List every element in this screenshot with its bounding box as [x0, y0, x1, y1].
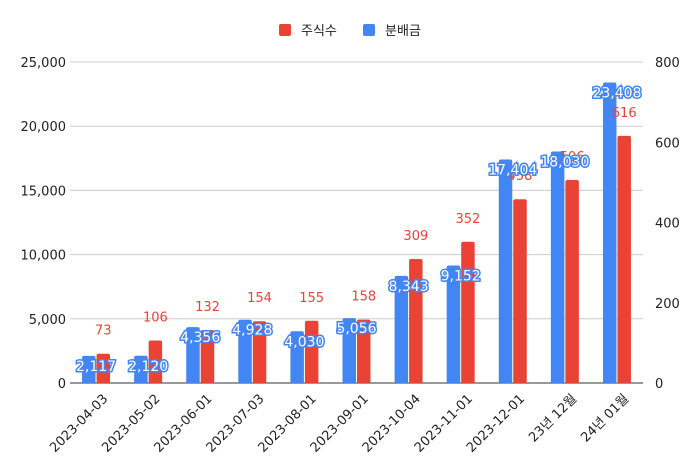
bar-red [513, 199, 527, 383]
data-label-blue: 5,056 [336, 321, 376, 337]
legend-swatch [363, 24, 375, 36]
x-tick-label: 23년 12월 [526, 392, 580, 446]
legend-label: 분배금 [385, 24, 421, 39]
data-label-red: 158 [351, 290, 376, 305]
left-tick-label: 25,000 [21, 56, 67, 71]
data-label-red: 155 [299, 291, 324, 306]
bar-red [148, 340, 163, 383]
bar-red [357, 319, 371, 383]
bar-red [252, 321, 267, 383]
bar-red [409, 259, 423, 383]
data-label-red: 616 [612, 106, 637, 121]
data-label-blue: 4,356 [180, 330, 220, 346]
gridlines [70, 61, 643, 384]
x-tick-label: 24년 01월 [578, 392, 632, 446]
data-label-red: 73 [95, 324, 112, 339]
bar-red [200, 330, 215, 383]
data-label-blue: 4,030 [284, 334, 324, 350]
red-data-labels: 73 106 132 154 155 158 309 352 458 506 616 [95, 106, 637, 339]
data-label-red: 458 [508, 169, 533, 184]
bar-blue [238, 319, 252, 383]
bar-blue [290, 331, 304, 383]
bar-blue [550, 151, 565, 383]
bar-red [96, 353, 111, 383]
bar-red [461, 241, 475, 383]
right-tick-label: 800 [655, 56, 680, 71]
data-label-red: 106 [143, 310, 168, 325]
data-label-red: 506 [560, 150, 585, 165]
data-label-blue: 18,030 [540, 154, 589, 170]
blue-data-labels: 2,117 2,120 4,356 4,928 4,030 5,056 8,343 9,152… [74, 84, 642, 376]
bar-blue [342, 318, 356, 383]
bar-blue [134, 355, 148, 383]
left-tick-label: 10,000 [21, 249, 67, 264]
data-label-blue: 9,152 [441, 268, 481, 284]
bar-blue [446, 265, 461, 383]
data-label-red: 154 [247, 291, 272, 306]
right-tick-label: 600 [655, 136, 680, 151]
left-tick-label: 5,000 [29, 313, 66, 328]
data-label-red: 309 [403, 229, 428, 244]
bar-blue [394, 275, 409, 383]
left-tick-label: 20,000 [21, 120, 67, 135]
bar-blue [82, 355, 96, 383]
left-tick-label: 0 [58, 377, 66, 392]
right-tick-label: 400 [655, 217, 680, 232]
data-label-red: 352 [456, 212, 481, 227]
data-label-blue: 4,928 [232, 323, 272, 339]
left-tick-label: 15,000 [21, 184, 67, 199]
data-label-red: 132 [195, 300, 220, 315]
bar-blue [186, 327, 200, 383]
bar-red [565, 179, 579, 383]
legend-label: 주식수 [301, 24, 337, 39]
x-axis-ticks: 2023-04-032023-05-022023-06-012023-07-03… [47, 392, 632, 456]
data-label-blue: 23,408 [592, 85, 641, 101]
legend-swatch [279, 24, 291, 36]
left-axis-ticks: 0 5,000 10,000 15,000 20,000 25,000 [21, 56, 67, 392]
bar-red [617, 135, 631, 383]
bars [82, 82, 631, 383]
data-label-blue: 2,120 [128, 359, 168, 375]
legend: 주식수 분배금 [279, 24, 421, 39]
bar-red [304, 320, 319, 383]
right-axis-ticks: 0 200 400 600 800 [655, 56, 680, 392]
right-tick-label: 200 [655, 297, 680, 312]
data-label-blue: 8,343 [389, 279, 429, 295]
bar-blue [498, 159, 513, 383]
right-tick-label: 0 [655, 377, 663, 392]
data-label-blue: 17,404 [488, 163, 537, 179]
data-label-blue: 2,117 [76, 359, 116, 375]
bar-blue [602, 82, 617, 383]
